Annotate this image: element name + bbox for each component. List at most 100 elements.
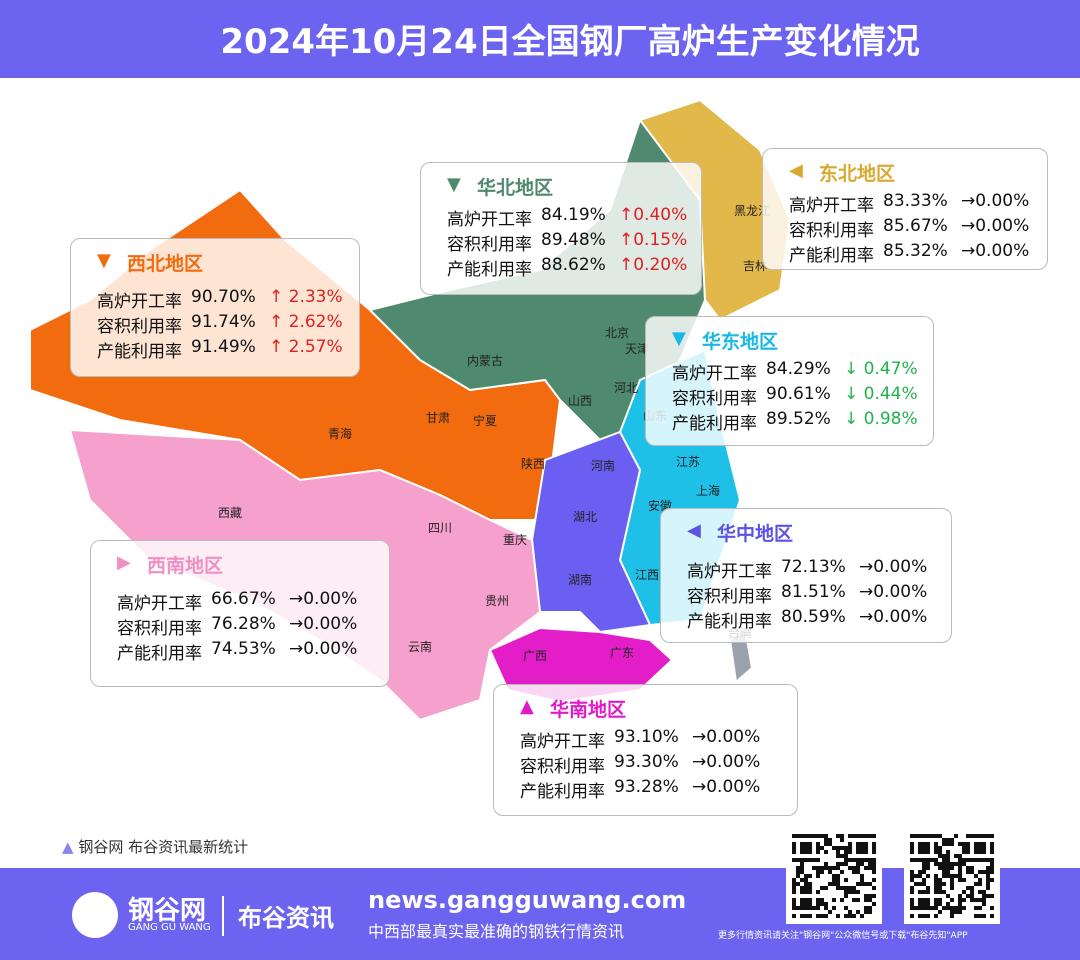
stat-value: 91.49%: [191, 337, 256, 357]
qr-cell: [872, 862, 876, 866]
logo-en: GANG GU WANG: [128, 922, 211, 933]
qr-cell: [978, 834, 982, 838]
qr-cell: [868, 866, 872, 870]
qr-cell: [946, 874, 950, 878]
region-name: 华中地区: [717, 523, 794, 545]
qr-cell: [946, 838, 950, 842]
qr-cell: [792, 890, 796, 894]
qr-cell: [950, 898, 954, 902]
stat-change: ↑0.40%: [619, 205, 688, 225]
qr-cell: [958, 866, 962, 870]
qr-cell: [844, 850, 848, 854]
qr-cell: [986, 834, 990, 838]
stat-change: →0.00%: [859, 557, 928, 577]
qr-cell: [816, 850, 820, 854]
qr-cell: [868, 910, 872, 914]
qr-cell: [942, 858, 946, 862]
qr-cell: [804, 878, 808, 882]
qr-cell: [828, 842, 832, 846]
qr-cell: [804, 850, 808, 854]
qr-cell: [848, 834, 852, 838]
qr-cell: [970, 886, 974, 890]
qr-cell: [860, 858, 864, 862]
url: news.gangguwang.com: [368, 886, 687, 914]
qr-cell: [970, 890, 974, 894]
qr-cell: [852, 914, 856, 918]
qr-cell: [800, 858, 804, 862]
qr-cell: [820, 870, 824, 874]
qr-cell: [958, 894, 962, 898]
qr-cell: [808, 874, 812, 878]
qr-cell: [946, 870, 950, 874]
qr-cell: [808, 846, 812, 850]
qr-cell: [938, 886, 942, 890]
province-label: 山西: [568, 394, 592, 408]
qr-cell: [848, 866, 852, 870]
qr-cell: [934, 858, 938, 862]
stat-value: 91.74%: [191, 312, 256, 332]
qr-cell: [966, 866, 970, 870]
qr-cell: [938, 898, 942, 902]
qr-cell: [856, 862, 860, 866]
qr-cell: [796, 870, 800, 874]
qr-cell: [938, 850, 942, 854]
qr-cell: [958, 842, 962, 846]
province-label: 甘肃: [426, 411, 450, 425]
qr-cell: [800, 914, 804, 918]
region-box: ▶ 西南地区 高炉开工率 66.67% →0.00% 容积利用率 76.28% →0.00% 产…: [90, 540, 390, 687]
qr-cell: [844, 878, 848, 882]
qr-cell: [796, 874, 800, 878]
qr-cell: [808, 902, 812, 906]
qr-cell: [986, 878, 990, 882]
stat-change: ↑ 2.33%: [269, 287, 343, 307]
province-label: 河北: [614, 381, 638, 395]
qr-cell: [958, 906, 962, 910]
qr-cell: [970, 834, 974, 838]
qr-cell: [958, 858, 962, 862]
qr-cell: [792, 898, 796, 902]
stat-value: 89.48%: [541, 230, 606, 250]
qr-cell: [844, 886, 848, 890]
qr-cell: [918, 914, 922, 918]
qr-cell: [914, 834, 918, 838]
province-label: 黑龙江: [734, 204, 770, 218]
qr-cell: [922, 906, 926, 910]
qr-cell: [978, 842, 982, 846]
qr-cell: [816, 874, 820, 878]
qr-cell: [990, 914, 994, 918]
qr-cell: [982, 870, 986, 874]
qr-cell: [836, 850, 840, 854]
qr-cell: [934, 842, 938, 846]
qr-cell: [922, 890, 926, 894]
province-label: 北京: [605, 326, 629, 340]
qr-cell: [946, 894, 950, 898]
qr-cell: [918, 882, 922, 886]
qr-cell: [946, 906, 950, 910]
qr-cell: [816, 890, 820, 894]
region-name: 西南地区: [147, 555, 224, 577]
qr-cell: [836, 854, 840, 858]
qr-cell: [990, 834, 994, 838]
province-label: 广西: [523, 649, 547, 663]
qr-cell: [868, 882, 872, 886]
qr-cell: [800, 866, 804, 870]
region-marker: ▶: [117, 552, 131, 573]
qr-cell: [816, 858, 820, 862]
stat-label: 容积利用率: [687, 587, 772, 607]
qr-cell: [922, 866, 926, 870]
qr-cell: [930, 858, 934, 862]
qr-cell: [856, 890, 860, 894]
qr-cell: [926, 866, 930, 870]
province-label: 江西: [635, 568, 659, 582]
header-bar: [0, 0, 1080, 78]
qr-cell: [872, 834, 876, 838]
qr-cell: [840, 838, 844, 842]
qr-cell: [860, 846, 864, 850]
qr-cell: [852, 890, 856, 894]
qr-cell: [990, 866, 994, 870]
qr-cell: [950, 878, 954, 882]
qr-cell: [982, 898, 986, 902]
qr-cell: [958, 870, 962, 874]
qr-cell: [852, 898, 856, 902]
